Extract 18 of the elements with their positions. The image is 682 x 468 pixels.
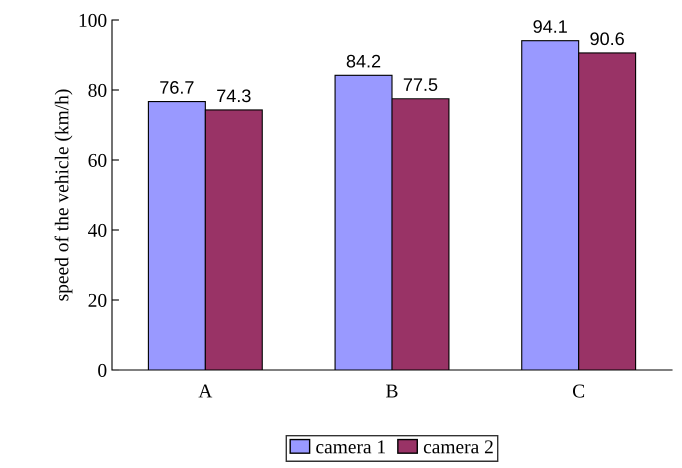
y-tick-label: 100: [80, 14, 106, 27]
data-label: 77.5: [404, 78, 438, 92]
data-label: 74.3: [217, 89, 251, 102]
y-tick-label: 0: [98, 364, 106, 377]
y-tick-label: 80: [88, 84, 106, 97]
y-axis-title: speed of the vehicle (km/h): [54, 89, 72, 301]
data-label: 76.7: [160, 81, 194, 94]
data-label: 94.1: [533, 20, 567, 33]
legend-label: camera 2: [424, 440, 493, 454]
data-label: 84.2: [346, 54, 380, 68]
x-tick-label: C: [572, 384, 584, 398]
data-label: 90.6: [590, 32, 624, 46]
y-tick-label: 20: [88, 294, 106, 307]
x-tick-label: A: [198, 384, 212, 398]
legend-label: camera 1: [316, 440, 385, 454]
x-tick-label: B: [386, 384, 398, 398]
y-tick-label: 60: [88, 154, 106, 167]
y-tick-label: 40: [88, 224, 106, 237]
